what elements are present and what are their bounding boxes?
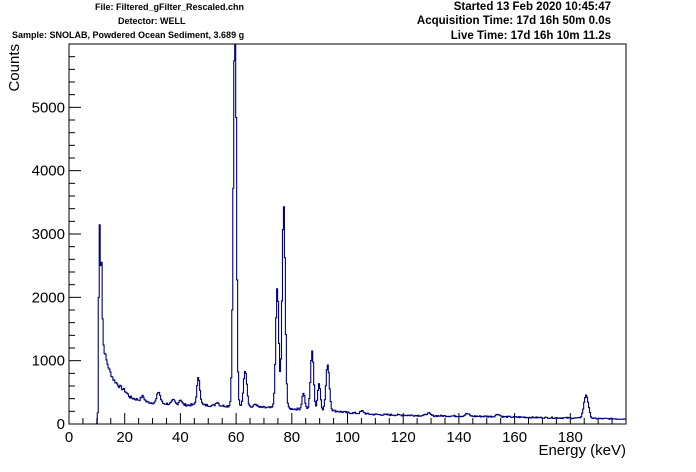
- y-tick-label: 5000: [32, 99, 65, 116]
- axis-tick-labels: 0 20 40 60 80 100 120 140 160 180 0 1000 2000 3000 400…: [32, 99, 583, 446]
- x-tick-label: 160: [502, 429, 527, 446]
- header-started: Started 13 Feb 2020 10:45:47: [453, 1, 611, 13]
- plot-frame: [68, 43, 627, 425]
- x-axis-title: Energy (keV): [538, 442, 626, 459]
- header-acquisition-time: Acquisition Time: 17d 16h 50m 0.0s: [416, 15, 611, 27]
- x-tick-label: 20: [116, 429, 133, 446]
- header-live-time: Live Time: 17d 16h 10m 11.2s: [450, 30, 611, 42]
- axis-ticks: [68, 43, 627, 425]
- x-tick-label: 180: [558, 429, 583, 446]
- header-sample: Sample: SNOLAB, Powdered Ocean Sediment,…: [12, 30, 245, 40]
- y-tick-label: 1000: [32, 353, 65, 370]
- header-file: File: Filtered_gFilter_Rescaled.chn: [95, 2, 245, 12]
- x-tick-label: 140: [446, 429, 471, 446]
- x-tick-label: 80: [283, 429, 300, 446]
- x-tick-label: 0: [65, 429, 73, 446]
- x-tick-label: 40: [172, 429, 189, 446]
- y-tick-label: 4000: [32, 163, 65, 180]
- header-detector: Detector: WELL: [118, 16, 186, 26]
- x-tick-label: 100: [335, 429, 360, 446]
- x-tick-label: 60: [228, 429, 245, 446]
- y-tick-label: 3000: [32, 226, 65, 243]
- spectrum-series-line: [69, 43, 627, 425]
- y-tick-label: 2000: [32, 289, 65, 306]
- x-tick-label: 120: [391, 429, 416, 446]
- y-axis-title: Counts: [6, 44, 23, 92]
- y-tick-label: 0: [57, 416, 65, 433]
